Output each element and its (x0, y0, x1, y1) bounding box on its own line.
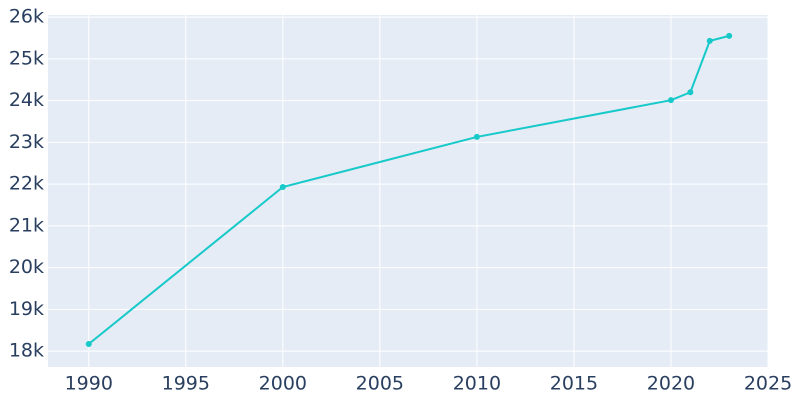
point (726, 32, 733, 39)
x-tick-label: 1995 (162, 373, 210, 395)
point (667, 97, 674, 104)
y-tick-label: 18k (9, 340, 44, 362)
y-tick-label: 24k (9, 89, 44, 111)
y-tick-label: 21k (9, 214, 44, 236)
plot-area (48, 15, 768, 367)
y-tick-label: 25k (9, 47, 44, 69)
y-tick-label: 23k (9, 131, 44, 153)
y-tick-label: 22k (9, 173, 44, 195)
x-tick-label: 1990 (65, 373, 113, 395)
y-tick-label: 19k (9, 298, 44, 320)
x-tick-label: 2000 (259, 373, 307, 395)
point (279, 184, 286, 191)
x-tick-label: 2010 (453, 373, 501, 395)
x-tick-label: 2015 (550, 373, 598, 395)
y-tick-label: 20k (9, 256, 44, 278)
point (473, 133, 480, 140)
x-tick-label: 2025 (744, 373, 792, 395)
x-tick-label: 2020 (647, 373, 695, 395)
y-tick-label: 26k (9, 6, 44, 28)
point (85, 341, 92, 348)
x-tick-label: 2005 (356, 373, 404, 395)
point (706, 37, 713, 44)
point (687, 89, 694, 96)
